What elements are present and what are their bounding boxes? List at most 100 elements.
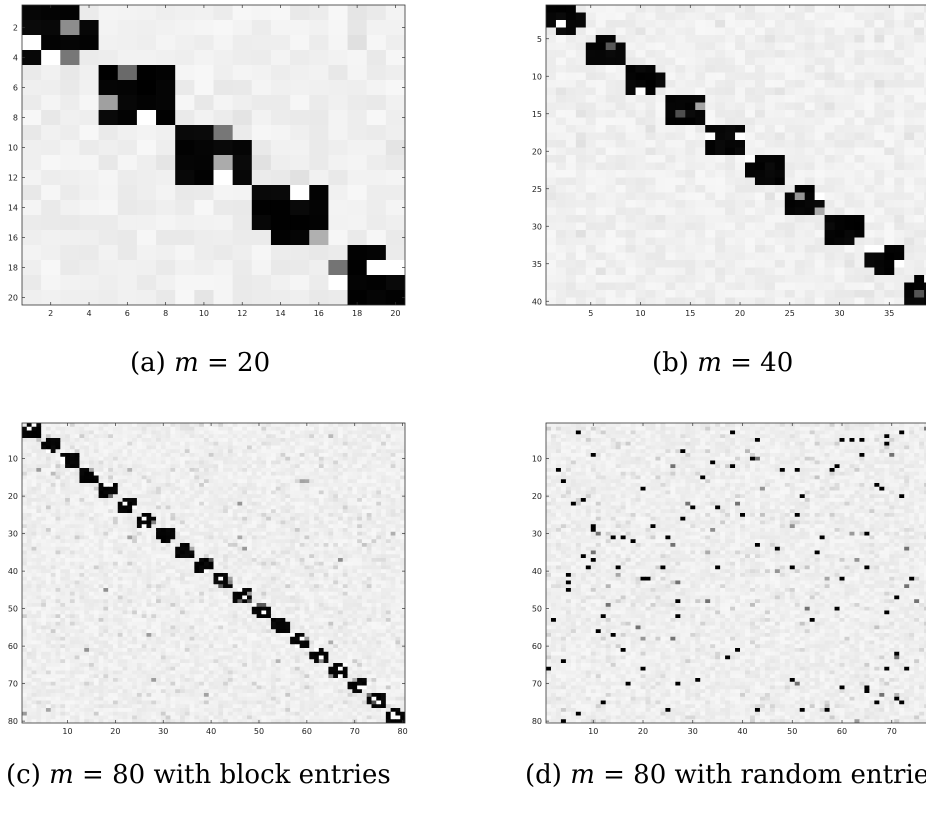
heatmap-cell — [665, 27, 676, 36]
heatmap-cell — [304, 468, 310, 473]
heatmap-cell — [165, 509, 171, 514]
heatmap-cell — [266, 468, 272, 473]
heatmap-cell — [79, 490, 85, 495]
heatmap-cell — [625, 192, 636, 201]
heatmap-cell — [824, 237, 835, 246]
heatmap-cell — [160, 528, 167, 533]
heatmap-cell — [232, 426, 238, 431]
heatmap-cell — [184, 505, 190, 510]
heatmap-cell — [814, 20, 825, 28]
heatmap-cell — [390, 479, 396, 484]
heatmap-cell — [585, 102, 597, 111]
heatmap-cell — [199, 460, 205, 465]
heatmap-cell — [625, 260, 636, 268]
heatmap-cell — [735, 35, 746, 43]
heatmap-cell — [203, 543, 210, 548]
heatmap-cell — [376, 505, 382, 510]
heatmap-cell — [625, 12, 636, 21]
heatmap-cell — [347, 434, 353, 439]
heatmap-cell — [136, 5, 157, 21]
heatmap-cell — [924, 65, 926, 73]
heatmap-cell — [874, 50, 885, 58]
heatmap-cell — [924, 215, 926, 223]
heatmap-cell — [50, 535, 56, 540]
heatmap-cell — [595, 27, 607, 36]
heatmap-cell — [665, 87, 676, 96]
x-tick-label: 30 — [834, 309, 844, 318]
heatmap-cell — [194, 125, 214, 141]
heatmap-cell — [376, 486, 382, 491]
heatmap-cell — [844, 80, 855, 88]
heatmap-cell — [385, 494, 392, 499]
heatmap-cell — [605, 125, 617, 133]
heatmap-cell — [675, 110, 686, 118]
heatmap-cell — [824, 245, 835, 253]
heatmap-cell — [41, 215, 61, 231]
heatmap-cell — [223, 505, 229, 510]
heatmap-cell — [275, 509, 281, 514]
heatmap-cell — [112, 483, 119, 488]
heatmap-cell — [342, 498, 348, 503]
heatmap-cell — [314, 509, 320, 514]
heatmap-cell — [645, 57, 656, 66]
heatmap-cell — [270, 430, 277, 435]
heatmap-cell — [575, 117, 587, 126]
heatmap-cell — [655, 185, 666, 193]
heatmap-cell — [735, 65, 746, 73]
heatmap-cell — [146, 434, 152, 439]
heatmap-cell — [575, 95, 587, 103]
heatmap-cell — [74, 520, 80, 525]
heatmap-cell — [251, 509, 257, 514]
heatmap-cell — [170, 494, 176, 499]
heatmap-cell — [98, 464, 104, 469]
heatmap-cell — [232, 460, 238, 465]
heatmap-cell — [227, 535, 234, 540]
heatmap-cell — [595, 102, 607, 111]
heatmap-cell — [695, 162, 706, 171]
heatmap-cell — [290, 245, 310, 261]
heatmap-cell — [323, 486, 329, 491]
heatmap-cell — [270, 260, 291, 276]
heatmap-cell — [261, 539, 267, 544]
heatmap-cell — [218, 490, 224, 495]
heatmap-cell — [117, 170, 138, 186]
heatmap-cell — [41, 230, 61, 246]
heatmap-cell — [328, 434, 334, 439]
heatmap-cell — [725, 290, 736, 298]
heatmap-cell — [328, 200, 348, 216]
heatmap-cell — [227, 468, 234, 473]
heatmap-cell — [165, 520, 171, 525]
heatmap-cell — [924, 192, 926, 201]
heatmap-cell — [290, 456, 296, 461]
heatmap-cell — [385, 539, 392, 544]
heatmap-cell — [695, 200, 706, 208]
heatmap-cell — [924, 155, 926, 163]
heatmap-cell — [160, 460, 167, 465]
heatmap-cell — [151, 423, 157, 428]
heatmap-cell — [251, 5, 272, 21]
heatmap-cell — [318, 539, 325, 544]
heatmap-cell — [280, 543, 286, 548]
heatmap-cell — [745, 42, 756, 51]
heatmap-cell — [160, 479, 167, 484]
heatmap-cell — [266, 543, 272, 548]
heatmap-cell — [585, 162, 597, 171]
heatmap-cell — [84, 445, 90, 450]
heatmap-cell — [695, 20, 706, 28]
heatmap-cell — [69, 434, 76, 439]
heatmap-cell — [194, 528, 200, 533]
heatmap-cell — [41, 501, 47, 506]
heatmap-cell — [299, 479, 305, 484]
heatmap-cell — [595, 207, 607, 216]
heatmap-cell — [371, 430, 377, 435]
heatmap-cell — [26, 475, 32, 480]
heatmap-cell — [705, 162, 716, 171]
heatmap-cell — [366, 554, 372, 559]
heatmap-cell — [834, 297, 845, 305]
heatmap-cell — [218, 479, 224, 484]
heatmap-cell — [103, 490, 109, 495]
heatmap-cell — [170, 486, 176, 491]
heatmap-cell — [108, 479, 114, 484]
heatmap-cell — [199, 539, 205, 544]
heatmap-cell — [141, 524, 147, 529]
